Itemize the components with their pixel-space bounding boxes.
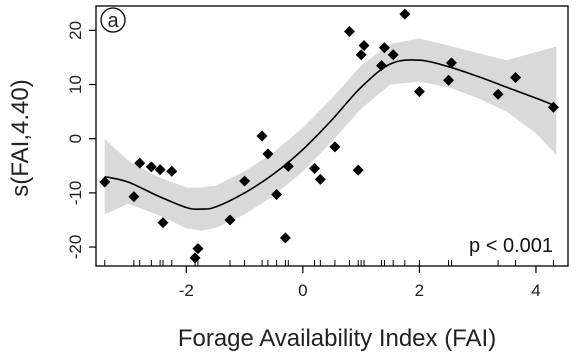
data-point (128, 191, 140, 203)
x-tick-label: -2 (179, 281, 194, 300)
x-tick-label: 2 (415, 281, 424, 300)
panel-label-badge: a (100, 7, 126, 33)
data-point (134, 157, 146, 169)
data-point (239, 175, 251, 187)
x-axis-title: Forage Availability Index (FAI) (178, 325, 496, 352)
y-tick-label: 0 (66, 134, 85, 143)
data-point (358, 40, 370, 52)
confidence-band (104, 38, 557, 231)
panel-label: a (107, 10, 119, 32)
data-point (99, 176, 111, 188)
data-point (329, 141, 341, 153)
data-point (399, 8, 411, 20)
data-point (443, 74, 455, 86)
data-points-layer (99, 8, 559, 264)
data-point (192, 243, 204, 255)
data-point (445, 57, 457, 69)
data-point (154, 164, 166, 176)
data-point (378, 42, 390, 54)
data-point (352, 164, 364, 176)
data-point (355, 49, 367, 61)
y-tick-label: 20 (66, 21, 85, 40)
data-point (166, 165, 178, 177)
data-point (314, 173, 326, 185)
smooth-fit-line (104, 59, 557, 211)
data-point (547, 101, 559, 113)
panel-label-circle (100, 7, 126, 33)
rug-layer (104, 260, 554, 266)
data-point (145, 161, 157, 173)
data-point (256, 130, 268, 142)
y-tick-label: -10 (66, 181, 85, 206)
data-point (510, 72, 522, 83)
smooth-fit-layer (104, 59, 557, 211)
y-tick-label: -20 (66, 235, 85, 260)
data-point (157, 217, 169, 229)
data-point (376, 60, 388, 72)
x-axis: -2 0 2 4 (179, 266, 541, 300)
data-point (343, 25, 355, 37)
y-axis-title: s(FAI,4.40) (7, 79, 34, 196)
plot-frame (95, 5, 569, 267)
data-point (262, 148, 274, 160)
data-point (309, 163, 321, 174)
y-axis: -20 -10 0 10 20 (66, 21, 96, 259)
x-tick-label: 4 (531, 281, 540, 300)
data-point (282, 160, 294, 172)
p-value-annotation: p < 0.001 (469, 235, 553, 257)
y-tick-label: 10 (66, 75, 85, 94)
data-point (271, 189, 283, 200)
data-point (279, 232, 291, 244)
data-point (413, 86, 425, 98)
confidence-band-layer (104, 38, 557, 231)
data-point (492, 88, 504, 100)
data-point (224, 214, 236, 226)
data-point (387, 49, 399, 61)
x-tick-label: 0 (298, 281, 307, 300)
